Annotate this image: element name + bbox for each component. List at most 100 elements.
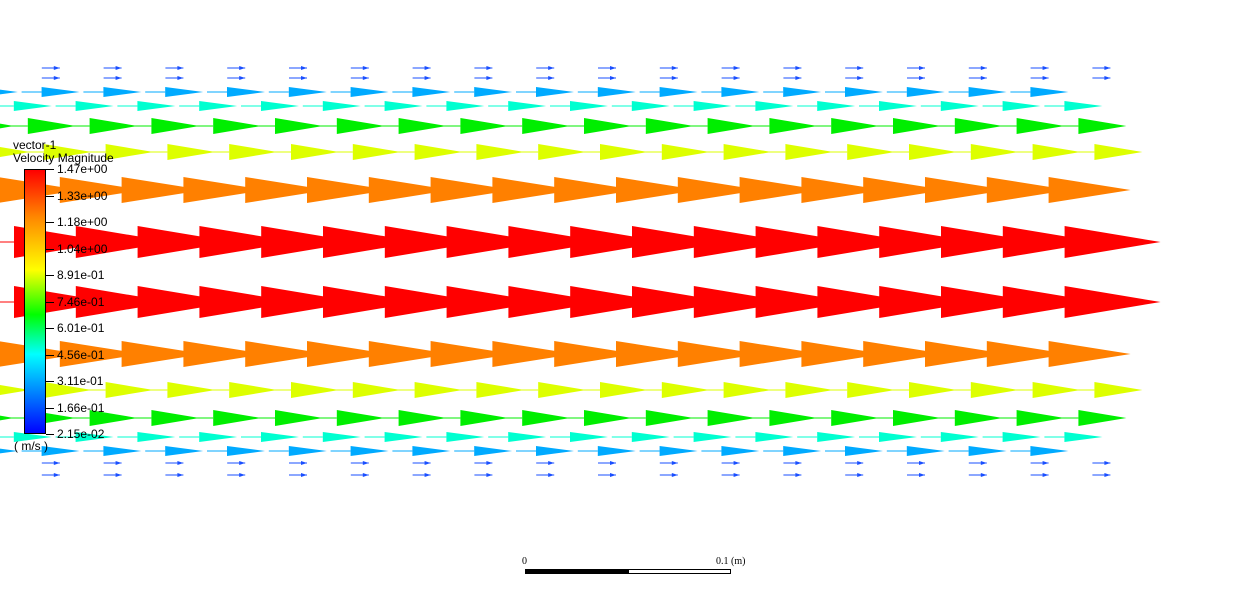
velocity-vector-arrow xyxy=(645,410,694,426)
velocity-vector-arrow xyxy=(275,118,323,134)
velocity-vector-head xyxy=(1042,461,1049,465)
velocity-vector-arrow xyxy=(940,101,979,111)
velocity-vector-head xyxy=(733,461,740,465)
scale-bar-black-segment xyxy=(525,569,628,574)
velocity-vector-head xyxy=(857,461,864,465)
velocity-vector-arrow xyxy=(213,118,262,134)
velocity-vector-head xyxy=(1042,76,1049,80)
velocity-vector-head xyxy=(1104,66,1111,70)
velocity-vector-head xyxy=(548,66,555,70)
velocity-vector-head xyxy=(1104,473,1111,477)
velocity-vector-arrow xyxy=(925,341,1007,367)
velocity-vector-arrow xyxy=(75,101,114,111)
velocity-vector-head xyxy=(177,66,184,70)
velocity-vector-head xyxy=(919,76,925,80)
velocity-vector-arrow xyxy=(954,410,1003,426)
velocity-vector-arrow xyxy=(721,446,760,456)
legend-tick-mark xyxy=(46,381,54,382)
velocity-vector-arrow xyxy=(769,410,818,426)
velocity-vector-arrow xyxy=(352,382,401,398)
velocity-vector-arrow xyxy=(847,144,896,160)
velocity-vector-arrow xyxy=(1078,410,1127,426)
velocity-vector-head xyxy=(980,473,987,477)
velocity-vector-arrow xyxy=(968,87,1007,97)
velocity-vector-head xyxy=(424,76,431,80)
velocity-vector-arrow xyxy=(89,118,138,134)
velocity-vector-head xyxy=(919,66,925,70)
velocity-vector-arrow xyxy=(165,446,204,456)
velocity-vector-arrow xyxy=(291,382,339,398)
legend-tick-label: 7.46e-01 xyxy=(57,294,105,309)
velocity-vector-arrow xyxy=(229,144,278,160)
scale-end-label: 0.1 (m) xyxy=(716,556,746,567)
velocity-vector-arrow xyxy=(831,410,880,426)
velocity-vector-arrow xyxy=(783,446,822,456)
legend-unit: ( m/s ) xyxy=(14,439,48,453)
velocity-vector-head xyxy=(610,76,616,80)
velocity-vector-head xyxy=(548,461,555,465)
velocity-vector-head xyxy=(733,76,740,80)
velocity-vector-arrow xyxy=(909,382,957,398)
velocity-vector-head xyxy=(239,461,246,465)
velocity-vector-arrow xyxy=(229,382,278,398)
velocity-vector-arrow xyxy=(460,118,509,134)
velocity-vector-arrow xyxy=(707,410,756,426)
velocity-vector-arrow xyxy=(1030,87,1069,97)
legend-title: vector-1 xyxy=(13,138,57,152)
velocity-vector-arrow xyxy=(137,432,176,442)
velocity-vector-head xyxy=(301,473,307,477)
velocity-vector-arrow xyxy=(430,341,513,367)
velocity-vector-arrow xyxy=(522,410,571,426)
velocity-vector-arrow xyxy=(1032,144,1081,160)
velocity-vector-arrow xyxy=(817,101,856,111)
velocity-vector-head xyxy=(53,473,60,477)
velocity-vector-head xyxy=(486,461,493,465)
velocity-vector-arrow xyxy=(261,101,299,111)
velocity-vector-arrow xyxy=(801,177,884,203)
velocity-vector-arrow xyxy=(261,432,299,442)
velocity-vector-arrow xyxy=(906,446,945,456)
velocity-vector-arrow xyxy=(446,101,485,111)
velocity-vector-head xyxy=(486,473,493,477)
legend-tick-mark xyxy=(46,195,54,197)
velocity-vector-arrow xyxy=(307,341,389,367)
velocity-vector-head xyxy=(424,461,431,465)
legend-tick-label: 1.66e-01 xyxy=(57,400,105,415)
velocity-vector-arrow xyxy=(59,177,142,203)
velocity-vector-arrow xyxy=(1016,118,1065,134)
velocity-vector-head xyxy=(857,76,864,80)
velocity-vector-arrow xyxy=(275,410,323,426)
velocity-vector-arrow xyxy=(970,144,1019,160)
velocity-vector-head xyxy=(115,473,122,477)
velocity-vector-head xyxy=(115,66,122,70)
velocity-vector-arrow xyxy=(430,177,513,203)
velocity-vector-head xyxy=(671,76,678,80)
velocity-vector-head xyxy=(53,66,60,70)
velocity-vector-arrow xyxy=(986,341,1069,367)
legend-tick-label: 1.04e+00 xyxy=(57,241,108,256)
velocity-vector-head xyxy=(1042,473,1049,477)
velocity-vector-arrow xyxy=(0,147,30,157)
velocity-vector-arrow xyxy=(817,432,856,442)
velocity-vector-arrow xyxy=(845,446,883,456)
velocity-vector-head xyxy=(53,461,60,465)
velocity-vector-arrow xyxy=(554,177,637,203)
velocity-vector-head xyxy=(486,66,493,70)
legend-tick-label: 2.15e-02 xyxy=(57,427,105,441)
velocity-vector-arrow xyxy=(13,432,52,442)
velocity-vector-arrow xyxy=(384,101,423,111)
velocity-vector-arrow xyxy=(460,410,509,426)
legend-tick-label: 4.56e-01 xyxy=(57,347,105,362)
velocity-vector-arrow xyxy=(645,118,694,134)
velocity-vector-head xyxy=(424,66,431,70)
velocity-vector-head xyxy=(610,66,616,70)
velocity-vector-arrow xyxy=(0,385,30,395)
velocity-vector-arrow xyxy=(831,118,880,134)
velocity-vector-arrow xyxy=(183,177,266,203)
legend-tick-label: 1.18e+00 xyxy=(57,215,108,229)
velocity-vector-arrow xyxy=(492,177,575,203)
velocity-vector-arrow xyxy=(414,382,463,398)
velocity-vector-arrow xyxy=(368,341,451,367)
